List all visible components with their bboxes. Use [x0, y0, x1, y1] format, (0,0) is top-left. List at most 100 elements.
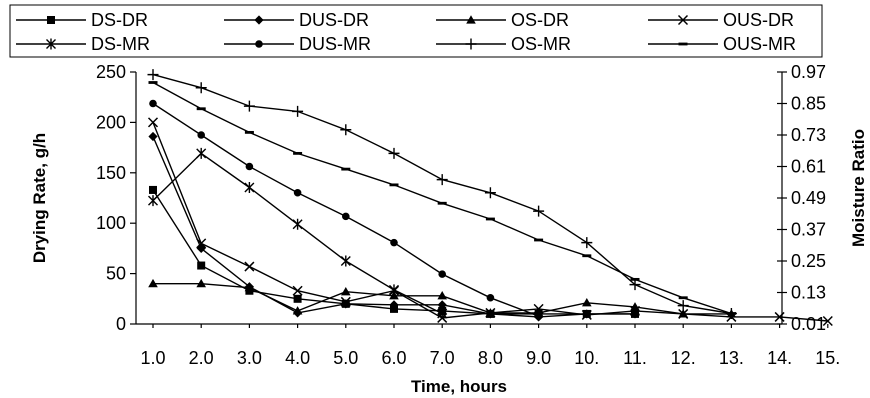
y-tick-label: 150	[96, 163, 126, 183]
x-tick-label: 5.0	[333, 348, 358, 368]
legend-item-ds-mr: DS-MR	[16, 34, 150, 54]
data-point	[581, 309, 592, 320]
legend-marker	[678, 42, 688, 46]
data-point	[148, 81, 158, 84]
legend-label: OS-DR	[511, 10, 569, 30]
x-tick-label: 6.0	[381, 348, 406, 368]
y2-tick-label: 0.25	[791, 251, 826, 271]
data-point	[196, 147, 207, 159]
data-point	[341, 167, 351, 171]
data-point	[149, 99, 157, 108]
series-dus-mr	[149, 99, 543, 320]
data-point	[148, 278, 158, 288]
series-ds-mr	[148, 147, 448, 319]
legend-item-dus-dr: DUS-DR	[224, 10, 369, 30]
x-tick-label: 7.0	[430, 348, 455, 368]
series-line	[152, 152, 443, 315]
legend-item-ous-mr: OUS-MR	[648, 34, 796, 54]
data-point	[293, 151, 303, 155]
y-tick-label: 200	[96, 112, 126, 132]
data-point	[293, 294, 302, 303]
data-point	[292, 306, 303, 315]
legend-box	[9, 4, 823, 58]
legend-item-os-mr: OS-MR	[436, 34, 571, 54]
data-point	[677, 300, 689, 312]
data-point	[147, 117, 159, 128]
x-tick-label: 10.	[574, 348, 599, 368]
data-point	[148, 195, 158, 207]
data-point	[292, 285, 303, 296]
legend-label: OUS-MR	[723, 34, 796, 54]
plot-area	[147, 69, 833, 327]
data-point	[196, 107, 206, 111]
data-point	[486, 293, 495, 302]
data-point	[485, 217, 495, 221]
y-tick-label: 100	[96, 213, 126, 233]
data-point	[244, 282, 255, 292]
data-point	[245, 162, 254, 171]
y2-tick-label: 0.49	[791, 188, 826, 208]
series-ous-dr	[147, 117, 833, 327]
y2-tick-label: 0.97	[791, 62, 826, 82]
y2-tick-label: 0.37	[791, 220, 826, 240]
data-point	[437, 308, 448, 319]
x-tick-label: 4.0	[285, 348, 310, 368]
data-point	[388, 147, 400, 159]
legend-label: DUS-DR	[299, 10, 369, 30]
y-tick-label: 250	[96, 62, 126, 82]
x-tick-label: 3.0	[237, 348, 262, 368]
series-ous-mr	[148, 81, 736, 315]
legend-item-ous-dr: OUS-DR	[648, 10, 794, 30]
legend-marker	[255, 40, 263, 48]
y-tick-label: 0	[116, 314, 126, 334]
data-point	[630, 309, 640, 319]
legend-label: DS-DR	[91, 10, 148, 30]
data-point	[822, 315, 833, 327]
data-point	[534, 312, 543, 320]
data-point	[484, 187, 496, 199]
data-point	[244, 130, 254, 134]
legend-item-ds-dr: DS-DR	[16, 10, 148, 30]
data-point	[243, 100, 255, 112]
data-point	[196, 238, 207, 249]
data-point	[389, 300, 399, 310]
legend-marker	[677, 14, 689, 26]
data-point	[389, 183, 399, 187]
data-point	[197, 131, 205, 139]
data-point	[774, 311, 785, 322]
data-point	[436, 174, 448, 186]
data-point	[342, 212, 350, 221]
data-point	[678, 308, 689, 319]
data-point	[582, 254, 592, 258]
legend-marker	[46, 38, 56, 50]
x-tick-label: 13.	[719, 348, 744, 368]
legend-item-dus-mr: DUS-MR	[224, 34, 371, 54]
data-point	[485, 307, 496, 318]
data-point	[341, 286, 351, 296]
data-point	[582, 298, 592, 307]
data-point	[389, 284, 399, 296]
data-point	[533, 205, 545, 217]
y2-tick-label: 0.13	[791, 283, 826, 303]
data-point	[581, 237, 593, 249]
x-tick-label: 9.0	[526, 348, 551, 368]
x-tick-label: 15.	[815, 348, 840, 368]
data-point	[244, 261, 255, 272]
x-tick-label: 1.0	[140, 348, 165, 368]
legend-marker	[47, 16, 55, 24]
legend-marker	[466, 15, 476, 24]
data-point	[629, 279, 641, 291]
legend-label: OS-MR	[511, 34, 571, 54]
data-point	[244, 182, 255, 193]
data-point	[292, 218, 303, 230]
data-point	[534, 238, 544, 242]
x-tick-label: 11.	[623, 348, 647, 368]
x-tick-label: 14.	[767, 348, 792, 368]
data-point	[533, 303, 544, 314]
axes: 0 50 100 150 200 250 0.01 0.13 0.25 0.37 0.49 0.61 0…	[30, 62, 868, 396]
legend-label: OUS-DR	[723, 10, 794, 30]
data-point	[437, 201, 447, 205]
data-point	[148, 131, 158, 142]
data-point	[340, 296, 351, 307]
